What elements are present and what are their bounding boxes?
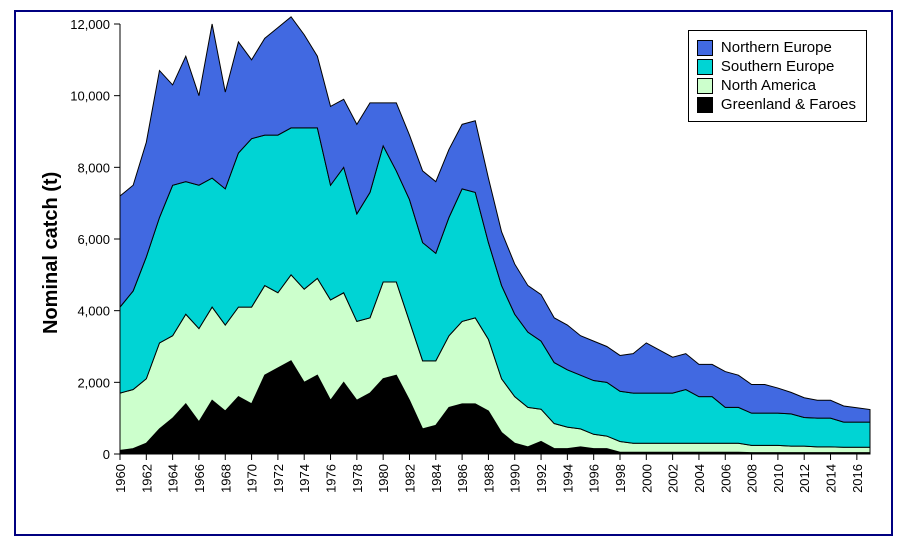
legend-item: Northern Europe (697, 39, 856, 56)
legend-swatch (697, 97, 713, 113)
legend-swatch (697, 78, 713, 94)
x-tick-label: 1972 (271, 464, 286, 493)
legend-swatch (697, 40, 713, 56)
x-tick-label: 2002 (666, 464, 681, 493)
x-tick-label: 2016 (850, 464, 865, 493)
x-tick-label: 2006 (718, 464, 733, 493)
x-tick-label: 1968 (218, 464, 233, 493)
x-tick-label: 1962 (139, 464, 154, 493)
x-tick-label: 2012 (797, 464, 812, 493)
x-tick-label: 1974 (297, 464, 312, 493)
y-tick-label: 12,000 (70, 17, 110, 32)
x-tick-label: 1966 (192, 464, 207, 493)
legend-label: Greenland & Faroes (721, 96, 856, 113)
x-tick-label: 1992 (534, 464, 549, 493)
legend-label: Northern Europe (721, 39, 832, 56)
y-tick-label: 2,000 (77, 375, 110, 390)
x-tick-label: 1988 (481, 464, 496, 493)
legend-item: Greenland & Faroes (697, 96, 856, 113)
x-tick-label: 1996 (587, 464, 602, 493)
x-tick-label: 1980 (376, 464, 391, 493)
legend-item: Southern Europe (697, 58, 856, 75)
y-tick-label: 6,000 (77, 232, 110, 247)
y-tick-label: 4,000 (77, 304, 110, 319)
legend-label: North America (721, 77, 816, 94)
x-tick-label: 1998 (613, 464, 628, 493)
x-tick-label: 1986 (455, 464, 470, 493)
y-tick-label: 8,000 (77, 160, 110, 175)
x-tick-label: 1964 (166, 464, 181, 493)
x-tick-label: 2004 (692, 464, 707, 493)
x-tick-label: 2014 (824, 464, 839, 493)
y-tick-label: 10,000 (70, 89, 110, 104)
x-tick-label: 2010 (771, 464, 786, 493)
legend-swatch (697, 59, 713, 75)
x-tick-label: 2000 (639, 464, 654, 493)
x-tick-label: 1990 (508, 464, 523, 493)
x-tick-label: 1984 (429, 464, 444, 493)
y-tick-label: 0 (103, 447, 110, 462)
legend-item: North America (697, 77, 856, 94)
legend-label: Southern Europe (721, 58, 834, 75)
x-tick-label: 2008 (745, 464, 760, 493)
x-tick-label: 1978 (350, 464, 365, 493)
x-tick-label: 1976 (324, 464, 339, 493)
legend: Northern Europe Southern Europe North Amer… (688, 30, 867, 122)
x-tick-label: 1970 (245, 464, 260, 493)
x-tick-label: 1982 (402, 464, 417, 493)
chart-container: Nominal catch (t) 02,0004,0006,0008,0001… (0, 0, 907, 550)
x-tick-label: 1994 (560, 464, 575, 493)
x-tick-label: 1960 (113, 464, 128, 493)
